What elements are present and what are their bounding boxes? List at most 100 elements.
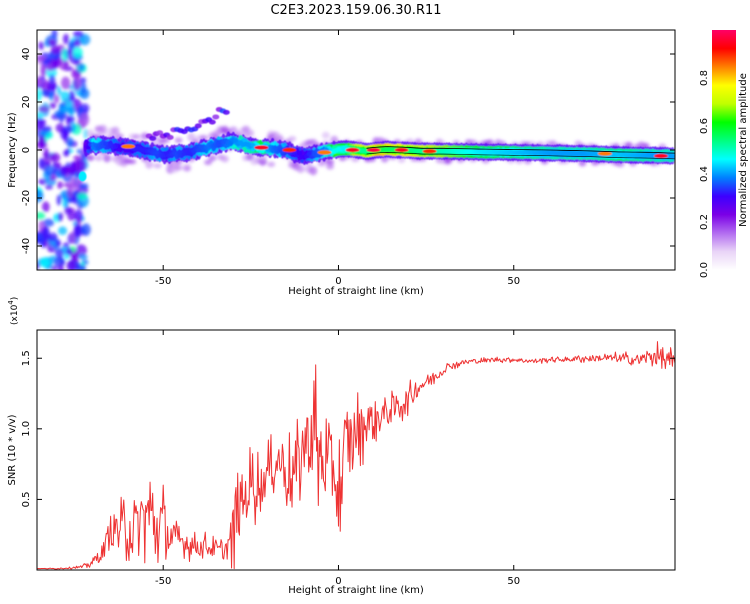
spectrogram-panel: -50 0 50 -40 -20 0 20 40 Height of straight li…	[7, 29, 676, 297]
ridge-halo	[86, 154, 95, 162]
scatter-blob	[50, 44, 60, 55]
branch-blob	[149, 135, 157, 141]
scatter-blob	[37, 136, 45, 150]
ridge-halo	[309, 166, 318, 176]
scatter-blob	[43, 147, 49, 161]
scatter-blob	[58, 59, 69, 70]
scatter-blob	[72, 47, 83, 59]
scatter-blob	[50, 152, 61, 163]
branch-blob	[208, 119, 216, 125]
ridge-halo	[183, 165, 192, 172]
scatter-blob	[57, 263, 64, 270]
scatter-blob	[65, 248, 73, 255]
x-tick-label: 0	[335, 276, 341, 287]
y-tick-label: 0	[21, 147, 32, 153]
outlier-blob	[78, 171, 87, 182]
snr-y-axis-label: SNR (10 * v/v)	[7, 414, 18, 485]
scatter-blob	[72, 76, 81, 91]
snr-series-line	[37, 341, 675, 570]
colorbar-tick-label: 0.8	[699, 70, 710, 86]
x-tick-label: 0	[335, 576, 341, 587]
scatter-blob	[71, 162, 77, 176]
spectrogram-x-axis-label: Height of straight line (km)	[288, 286, 424, 297]
scatter-blob	[38, 105, 50, 113]
scatter-blob	[41, 201, 50, 213]
branch-blob	[156, 130, 164, 136]
scatter-blob	[78, 63, 85, 71]
ridge-hotspot	[345, 147, 360, 153]
scatter-blob	[59, 166, 68, 177]
scatter-blob	[45, 184, 53, 190]
ridge-halo	[267, 161, 276, 168]
scatter-blob	[73, 38, 81, 48]
snr-y-multiplier: (x104)	[7, 297, 20, 325]
scatter-blob	[37, 88, 42, 102]
scatter-blob	[73, 155, 82, 160]
scatter-blob	[48, 232, 58, 242]
scatter-blob	[79, 183, 89, 190]
scatter-blob	[60, 90, 70, 103]
scatter-blob	[63, 149, 70, 157]
scatter-blob	[37, 238, 46, 244]
scatter-blob	[39, 131, 49, 136]
scatter-blob	[37, 189, 44, 203]
scatter-blob	[41, 242, 46, 249]
scatter-blob	[38, 257, 50, 268]
scatter-blob	[44, 164, 54, 177]
scatter-blob	[41, 89, 49, 97]
colorbar-tick-label: 0.0	[699, 262, 710, 278]
ridge-hotspot	[121, 144, 136, 149]
scatter-blob	[38, 178, 47, 185]
ridge-halo	[288, 136, 297, 142]
snr-panel: -50 0 50 0.5 1.0 1.5 Height of straight line…	[7, 297, 676, 596]
ridge-halo	[115, 133, 124, 139]
ridge-halo	[326, 158, 335, 165]
scatter-blob	[78, 112, 90, 127]
scatter-blob	[42, 226, 51, 241]
heatmap-layer	[37, 30, 675, 270]
scatter-blob	[68, 90, 76, 102]
scatter-blob	[38, 158, 45, 170]
y-tick-label: -40	[21, 238, 32, 254]
ridge-outline	[366, 152, 675, 160]
snr-frame	[36, 329, 676, 571]
scatter-blob	[52, 162, 62, 167]
scatter-blob	[76, 148, 81, 154]
scatter-blob	[54, 110, 64, 118]
colorbar-label: Normalized spectral amplitude	[738, 73, 749, 227]
scatter-blob	[37, 262, 41, 270]
scatter-blob	[42, 126, 52, 132]
ridge-halo	[94, 155, 103, 162]
ridge-hotspot	[317, 150, 332, 155]
scatter-blob	[40, 62, 46, 77]
scatter-blob	[51, 84, 58, 90]
ridge-halo	[208, 154, 217, 162]
ridge-halo	[321, 131, 330, 139]
ridge-halo	[98, 124, 107, 133]
colorbar-tick-label: 0.2	[699, 214, 710, 230]
ridge-halo	[187, 132, 196, 142]
ridge-halo	[132, 134, 141, 140]
ridge-halo	[275, 134, 284, 143]
scatter-blob	[57, 212, 64, 221]
x-tick-label: 50	[507, 576, 520, 587]
scatter-blob	[69, 177, 80, 191]
ridge-halo	[204, 159, 213, 166]
scatter-blob	[56, 194, 62, 206]
ridge-hotspot	[366, 147, 381, 153]
ridge-hotspot	[282, 147, 297, 153]
scatter-blob	[38, 118, 46, 127]
scatter-blob	[79, 88, 90, 100]
ridge-hotspot	[394, 147, 409, 153]
scatter-blob	[62, 33, 70, 45]
ridge-band	[669, 153, 675, 159]
scatter-blob	[54, 248, 65, 259]
ridge-halo	[128, 159, 137, 165]
ridge-halo	[326, 163, 335, 170]
scatter-blob	[74, 264, 87, 270]
scatter-blob	[58, 226, 68, 236]
y-tick-label: 1.5	[21, 350, 32, 366]
colorbar-tick-label: 0.6	[699, 118, 710, 134]
snr-y-ticks: 0.5 1.0 1.5	[21, 350, 675, 507]
